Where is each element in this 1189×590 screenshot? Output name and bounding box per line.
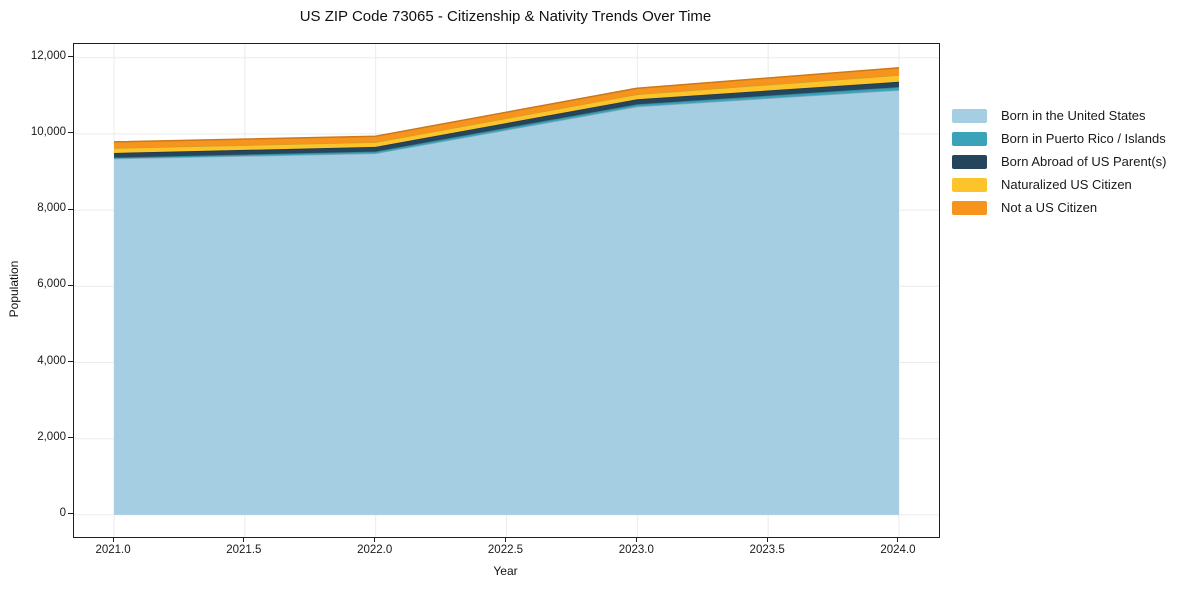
x-tick-label: 2021.5 [226, 544, 262, 556]
area-series [114, 90, 899, 515]
x-axis-title: Year [493, 564, 518, 578]
legend-item: Born Abroad of US Parent(s) [952, 154, 1167, 170]
x-tick-label: 2022.5 [487, 544, 524, 556]
x-tick-mark [897, 537, 899, 542]
area-series [114, 67, 899, 149]
y-tick-label: 0 [59, 506, 66, 519]
x-tick-label: 2022.0 [357, 544, 393, 556]
legend-swatch [952, 109, 987, 123]
legend-item: Born in Puerto Rico / Islands [952, 131, 1166, 147]
legend: Born in the United States Born in Puerto … [952, 108, 1167, 216]
legend-label: Naturalized US Citizen [1001, 177, 1132, 193]
area-series [114, 75, 899, 153]
legend-swatch [952, 201, 987, 215]
y-tick-label: 12,000 [30, 49, 66, 62]
y-tick-mark [68, 361, 73, 362]
legend-label: Not a US Citizen [1001, 200, 1098, 216]
y-tick-mark [68, 132, 73, 134]
legend-label: Born in the United States [1001, 108, 1146, 124]
y-tick-mark [68, 437, 73, 439]
legend-swatch [952, 178, 987, 192]
chart-title: US ZIP Code 73065 - Citizenship & Nativi… [299, 8, 712, 25]
area-series [114, 87, 899, 159]
x-tick-label: 2021.0 [95, 544, 131, 556]
y-tick-label: 2,000 [37, 430, 66, 443]
y-tick-label: 6,000 [37, 278, 66, 291]
y-tick-label: 4,000 [37, 354, 66, 367]
area-series [114, 81, 899, 158]
area-series-edge [114, 67, 900, 143]
x-tick-mark [243, 537, 245, 542]
x-tick-label: 2024.0 [880, 544, 916, 556]
plot-area [73, 43, 940, 538]
legend-swatch [952, 132, 987, 146]
y-tick-mark [68, 513, 73, 515]
y-tick-mark [68, 56, 73, 58]
x-tick-mark [766, 537, 768, 542]
y-tick-mark [68, 284, 73, 286]
legend-label: Born in Puerto Rico / Islands [1001, 131, 1166, 147]
legend-item: Born in the United States [952, 108, 1166, 124]
x-tick-label: 2023.0 [618, 544, 654, 556]
legend-label: Born Abroad of US Parent(s) [1001, 154, 1167, 170]
x-tick-mark [374, 537, 376, 542]
y-tick-label: 8,000 [37, 202, 66, 215]
x-tick-mark [505, 537, 506, 542]
legend-item: Not a US Citizen [952, 200, 1166, 216]
y-tick-mark [68, 208, 73, 210]
x-tick-mark [112, 537, 114, 542]
legend-swatch [952, 155, 987, 169]
legend-item: Naturalized US Citizen [952, 177, 1166, 193]
stacked-area-chart [74, 44, 939, 537]
x-tick-mark [635, 537, 637, 542]
y-tick-label: 10,000 [30, 125, 66, 138]
x-tick-label: 2023.5 [749, 544, 785, 556]
